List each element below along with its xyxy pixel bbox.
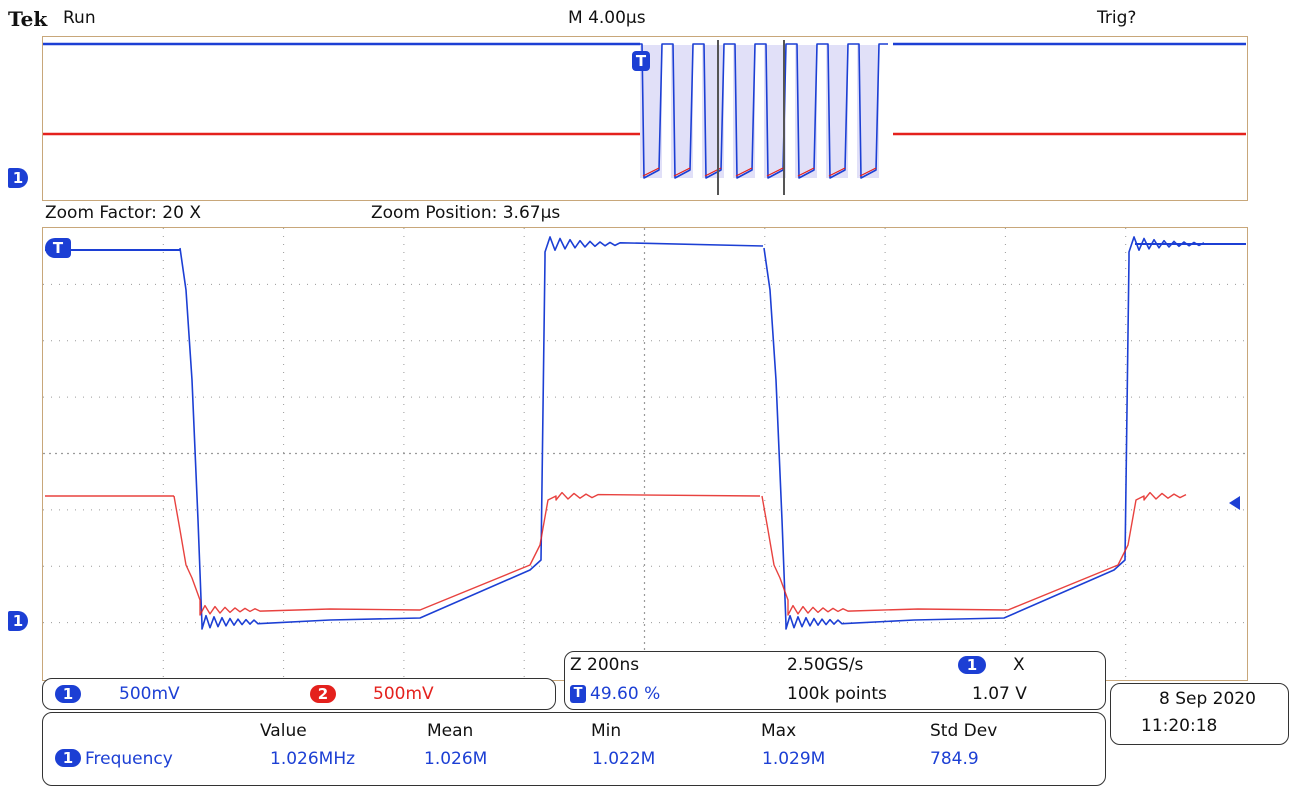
measurement-header-max: Max	[761, 721, 797, 741]
record-length: 100k points	[787, 684, 887, 704]
trigger-position-marker[interactable]: T	[632, 51, 650, 71]
trigger-source-badge[interactable]: 1	[958, 656, 986, 674]
measurement-header-value: Value	[260, 721, 307, 741]
ch1-ground-marker-overview[interactable]: 1	[8, 168, 28, 188]
zoom-position-label: Zoom Position: 3.67µs	[371, 203, 561, 223]
trigger-level-marker-zoom[interactable]: T	[45, 238, 71, 258]
trigger-position-icon: T	[570, 685, 586, 703]
sample-rate: 2.50GS/s	[787, 655, 864, 675]
measurement-value: 1.026MHz	[270, 749, 356, 769]
measurements-panel[interactable]: Value Mean Min Max Std Dev 1 Frequency 1…	[42, 712, 1106, 786]
measurement-source-badge[interactable]: 1	[55, 749, 81, 767]
trigger-level: 1.07 V	[972, 684, 1027, 704]
ch1-badge[interactable]: 1	[55, 685, 81, 703]
channel-scale-panel[interactable]: 1 500mV 2 500mV	[42, 678, 556, 710]
measurement-stddev: 784.9	[930, 749, 979, 769]
zoom-display[interactable]	[42, 227, 1248, 681]
trigger-status: Trig?	[1097, 8, 1137, 28]
ch1-ground-marker-zoom[interactable]: 1	[8, 611, 28, 631]
measurement-header-stddev: Std Dev	[930, 721, 998, 741]
brand-logo: Tek	[8, 7, 48, 31]
zoom-window-bracket[interactable]	[717, 40, 785, 195]
acquisition-panel[interactable]: Z 200ns 2.50GS/s 1 X T 49.60 % 100k poin…	[564, 651, 1106, 710]
trigger-coupling-icon: X	[1013, 655, 1025, 675]
timebase-readout: M 4.00µs	[568, 8, 646, 28]
time-display: 11:20:18	[1141, 716, 1218, 736]
date-display: 8 Sep 2020	[1159, 689, 1256, 709]
trigger-position-percent: 49.60 %	[590, 684, 661, 704]
measurement-header-mean: Mean	[427, 721, 474, 741]
ch1-scale[interactable]: 500mV	[119, 684, 180, 704]
measurement-max: 1.029M	[762, 749, 826, 769]
measurement-name[interactable]: Frequency	[85, 749, 173, 769]
zoom-factor-label: Zoom Factor: 20 X	[45, 203, 201, 223]
ch2-scale[interactable]: 500mV	[373, 684, 434, 704]
measurement-min: 1.022M	[592, 749, 656, 769]
ch2-level-arrow-icon[interactable]	[1229, 496, 1240, 510]
measurement-mean: 1.026M	[424, 749, 488, 769]
measurement-header-min: Min	[591, 721, 622, 741]
ch2-badge[interactable]: 2	[310, 685, 336, 703]
run-status: Run	[63, 8, 96, 28]
zoom-timebase: Z 200ns	[570, 655, 640, 675]
datetime-panel: 8 Sep 2020 11:20:18	[1110, 683, 1289, 745]
